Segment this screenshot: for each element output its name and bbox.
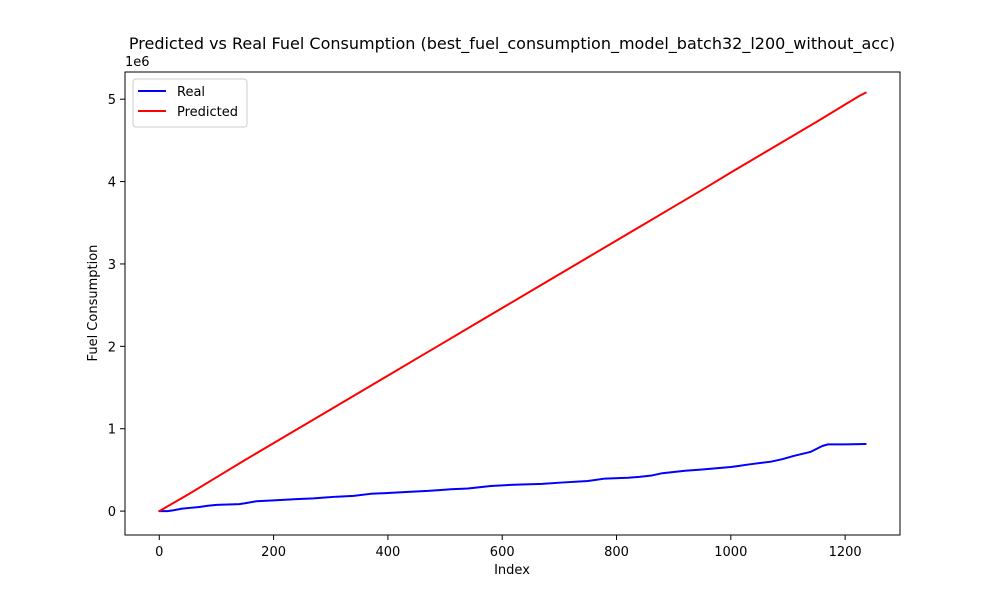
- y-tick-label: 0: [108, 505, 116, 520]
- plot-frame: [124, 71, 901, 536]
- y-tick-label: 1: [108, 423, 116, 438]
- series-line-predicted: [158, 91, 867, 513]
- x-tick-label: 800: [604, 545, 629, 560]
- y-tick-label: 2: [108, 340, 116, 355]
- series-line-real: [158, 442, 867, 513]
- legend-label-predicted: Predicted: [177, 105, 238, 120]
- x-tick-label: 1200: [829, 545, 862, 560]
- plot-lines: [158, 91, 867, 513]
- x-tick-label: 200: [261, 545, 286, 560]
- x-axis-ticks: 0 200 400 600 800 1000 1200: [155, 535, 862, 560]
- y-axis-ticks: 0 1 2 3 4 5: [108, 93, 125, 520]
- x-tick-label: 1000: [714, 545, 747, 560]
- x-tick-label: 0: [155, 545, 163, 560]
- y-tick-label: 4: [108, 176, 116, 191]
- y-axis-label: Fuel Consumption: [86, 245, 101, 362]
- x-tick-label: 600: [490, 545, 515, 560]
- legend: Real Predicted: [132, 78, 248, 128]
- y-tick-label: 3: [108, 258, 116, 273]
- x-tick-label: 400: [375, 545, 400, 560]
- x-axis-label: Index: [494, 563, 530, 578]
- chart-title: Predicted vs Real Fuel Consumption (best…: [129, 34, 895, 54]
- y-offset-label: 1e6: [125, 55, 150, 70]
- y-tick-label: 5: [108, 93, 116, 108]
- legend-label-real: Real: [177, 85, 205, 100]
